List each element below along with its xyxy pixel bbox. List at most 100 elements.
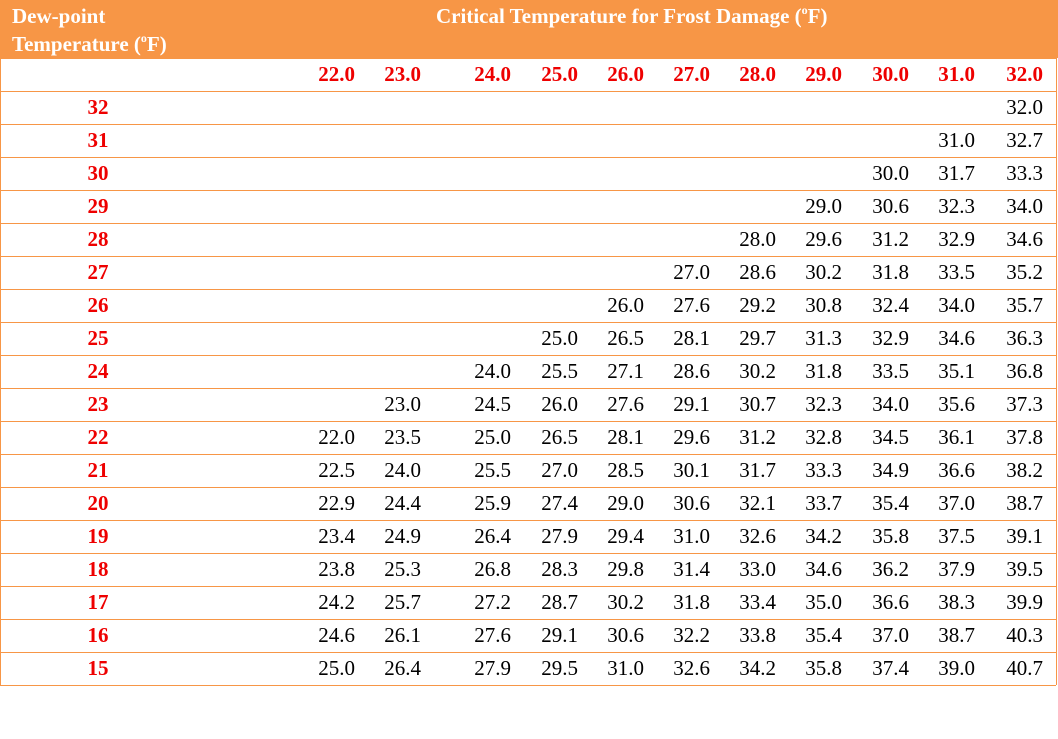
degree-sign: o — [801, 3, 808, 17]
row-header-cell: 16 — [87, 623, 109, 647]
cell: 33.5 — [872, 359, 909, 383]
cell: 36.8 — [1006, 359, 1043, 383]
cell: 28.6 — [739, 260, 776, 284]
column-header: 32.0 — [1006, 62, 1043, 86]
row-header-cell: 23 — [87, 392, 109, 416]
row-header-cell: 18 — [87, 557, 109, 581]
row-header-line: Dew-point — [12, 4, 106, 28]
cell: 24.5 — [474, 392, 511, 416]
border — [0, 58, 1, 685]
cell: 29.1 — [541, 623, 578, 647]
row-line — [0, 58, 1056, 59]
row-header-unit: F) — [146, 32, 167, 56]
row-line — [0, 190, 1056, 191]
cell: 29.6 — [673, 425, 710, 449]
cell: 30.6 — [607, 623, 644, 647]
cell: 23.0 — [384, 392, 421, 416]
cell: 27.6 — [474, 623, 511, 647]
cell: 26.4 — [384, 656, 421, 680]
cell: 22.9 — [318, 491, 355, 515]
cell: 30.2 — [805, 260, 842, 284]
row-header-cell: 24 — [87, 359, 109, 383]
cell: 35.7 — [1006, 293, 1043, 317]
cell: 26.5 — [541, 425, 578, 449]
cell: 32.9 — [872, 326, 909, 350]
cell: 37.0 — [872, 623, 909, 647]
cell: 26.0 — [607, 293, 644, 317]
row-line — [0, 487, 1056, 488]
cell: 31.4 — [673, 557, 710, 581]
cell: 36.6 — [872, 590, 909, 614]
cell: 31.2 — [872, 227, 909, 251]
cell: 31.8 — [673, 590, 710, 614]
row-line — [0, 685, 1056, 686]
cell: 28.6 — [673, 359, 710, 383]
cell: 25.9 — [474, 491, 511, 515]
cell: 27.6 — [607, 392, 644, 416]
cell: 29.8 — [607, 557, 644, 581]
cell: 24.9 — [384, 524, 421, 548]
cell: 38.2 — [1006, 458, 1043, 482]
cell: 34.5 — [872, 425, 909, 449]
cell: 28.1 — [673, 326, 710, 350]
cell: 32.8 — [805, 425, 842, 449]
cell: 35.6 — [938, 392, 975, 416]
cell: 22.5 — [318, 458, 355, 482]
row-line — [0, 388, 1056, 389]
row-line — [0, 619, 1056, 620]
cell: 31.7 — [739, 458, 776, 482]
cell: 33.4 — [739, 590, 776, 614]
cell: 39.1 — [1006, 524, 1043, 548]
cell: 26.8 — [474, 557, 511, 581]
cell: 27.6 — [673, 293, 710, 317]
cell: 29.2 — [739, 293, 776, 317]
cell: 32.7 — [1006, 128, 1043, 152]
cell: 32.3 — [805, 392, 842, 416]
row-header-cell: 27 — [87, 260, 109, 284]
cell: 32.0 — [1006, 95, 1043, 119]
cell: 39.9 — [1006, 590, 1043, 614]
column-header: 22.0 — [318, 62, 355, 86]
column-header: 23.0 — [384, 62, 421, 86]
row-line — [0, 586, 1056, 587]
cell: 34.2 — [739, 656, 776, 680]
cell: 25.5 — [474, 458, 511, 482]
cell: 40.3 — [1006, 623, 1043, 647]
cell: 25.3 — [384, 557, 421, 581]
cell: 22.0 — [318, 425, 355, 449]
cell: 24.0 — [474, 359, 511, 383]
cell: 30.2 — [607, 590, 644, 614]
cell: 31.7 — [938, 161, 975, 185]
cell: 34.0 — [1006, 194, 1043, 218]
cell: 30.6 — [673, 491, 710, 515]
cell: 29.1 — [673, 392, 710, 416]
column-header: 31.0 — [938, 62, 975, 86]
cell: 23.5 — [384, 425, 421, 449]
cell: 35.4 — [872, 491, 909, 515]
cell: 33.7 — [805, 491, 842, 515]
row-header-cell: 32 — [87, 95, 109, 119]
cell: 36.1 — [938, 425, 975, 449]
cell: 25.0 — [541, 326, 578, 350]
cell: 31.0 — [607, 656, 644, 680]
row-line — [0, 157, 1056, 158]
cell: 34.2 — [805, 524, 842, 548]
row-line — [0, 223, 1056, 224]
cell: 35.0 — [805, 590, 842, 614]
row-line — [0, 124, 1056, 125]
row-line — [0, 553, 1056, 554]
cell: 32.1 — [739, 491, 776, 515]
row-header-cell: 29 — [87, 194, 109, 218]
cell: 25.5 — [541, 359, 578, 383]
row-line — [0, 421, 1056, 422]
row-line — [0, 289, 1056, 290]
column-header: 26.0 — [607, 62, 644, 86]
cell: 33.0 — [739, 557, 776, 581]
row-line — [0, 520, 1056, 521]
cell: 26.4 — [474, 524, 511, 548]
cell: 28.3 — [541, 557, 578, 581]
cell: 30.8 — [805, 293, 842, 317]
column-header: 28.0 — [739, 62, 776, 86]
cell: 30.2 — [739, 359, 776, 383]
